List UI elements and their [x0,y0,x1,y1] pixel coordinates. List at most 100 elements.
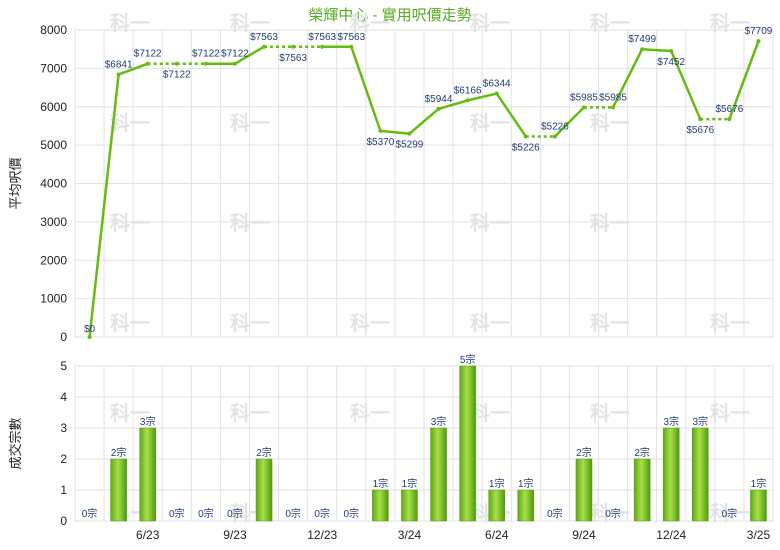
bar-y-tick-label: 3 [60,421,67,435]
line-point [262,44,267,49]
price-data-label: $7709 [745,26,773,37]
line-y-tick-label: 7000 [40,61,67,75]
line-segment [234,45,265,65]
bar-y-tick-label: 4 [60,390,67,404]
price-data-label: $5985 [599,92,627,103]
line-segment [495,92,527,138]
watermark: 科一 [590,211,630,235]
count-data-label: 1宗 [373,477,389,490]
count-data-label: 3宗 [431,415,447,428]
count-data-label: 0宗 [344,507,360,520]
x-tick-label: 12/24 [656,528,686,542]
count-data-label: 2宗 [634,446,650,459]
line-point [291,44,296,49]
x-tick-label: 3/25 [747,528,771,542]
watermark: 科一 [590,401,630,425]
line-point [581,105,586,110]
line-point [349,44,354,49]
x-tick-label: 9/23 [223,528,247,542]
price-data-label: $7563 [308,32,336,43]
count-bar [488,489,505,522]
count-data-label: 0宗 [605,507,621,520]
x-tick-label: 9/24 [572,528,596,542]
price-data-label: $7122 [221,49,249,60]
x-tick-label: 6/24 [485,528,509,542]
count-bar [459,365,476,522]
x-tick-label: 6/23 [136,528,160,542]
line-segment [467,92,497,102]
price-data-label: $5226 [512,142,540,153]
count-data-label: 0宗 [198,507,214,520]
line-point [756,39,761,44]
line-point [378,128,383,133]
watermark: 科一 [470,401,510,425]
count-data-label: 1宗 [751,477,767,490]
price-data-label: $5985 [570,92,598,103]
price-data-label: $7563 [279,53,307,64]
price-data-label: $5370 [366,137,394,148]
watermark: 科一 [110,11,150,35]
price-data-label: $7452 [657,57,685,68]
price-data-label: $5944 [425,94,453,105]
count-bar [633,458,651,522]
count-data-label: 0宗 [227,507,243,520]
watermark: 科一 [470,11,510,35]
count-data-label: 0宗 [82,507,98,520]
count-data-label: 0宗 [722,507,738,520]
line-point [640,47,645,52]
price-data-label: $7563 [250,32,278,43]
line-point [465,98,470,103]
line-y-tick-label: 3000 [40,215,67,229]
line-point [174,61,179,66]
line-y-tick-label: 0 [60,330,67,344]
watermark: 科一 [110,401,150,425]
bar-y-tick-label: 5 [60,359,67,373]
count-bar [401,489,418,522]
line-segment [438,99,468,111]
line-point [407,131,412,136]
line-point [145,61,150,66]
count-data-label: 1宗 [402,477,418,490]
line-point [611,105,616,110]
line-point [116,72,121,77]
line-point [552,134,557,139]
line-y-tick-label: 1000 [40,292,67,306]
line-segment [88,74,120,338]
line-y-tick-label: 5000 [40,138,67,152]
price-data-label: $6344 [483,79,511,90]
line-point [523,134,528,139]
count-data-label: 1宗 [518,477,534,490]
count-data-label: 2宗 [111,446,127,459]
count-data-label: 0宗 [169,507,185,520]
watermark: 科一 [470,311,510,335]
count-bar [692,427,709,522]
price-data-label: $5299 [396,140,424,151]
line-point [232,61,237,66]
count-data-label: 1宗 [489,477,505,490]
count-data-label: 3宗 [140,415,156,428]
count-data-label: 0宗 [314,507,330,520]
price-data-label: $6166 [454,85,482,96]
price-data-label: $5676 [715,104,743,115]
line-segment [118,62,149,76]
line-segment [728,40,760,120]
count-bar [662,427,680,522]
line-point [669,49,674,54]
chart-title: 榮輝中心 - 實用呎價走勢 [308,7,472,24]
line-segment [642,47,672,53]
count-data-label: 0宗 [547,507,563,520]
count-data-label: 5宗 [460,353,476,366]
count-bar [575,458,593,522]
price-data-label: $7563 [337,32,365,43]
bar-y-tick-label: 0 [60,514,67,528]
line-point [698,117,703,122]
count-data-label: 2宗 [576,446,592,459]
line-segment [611,48,644,108]
watermark: 科一 [710,11,750,35]
line-segment [553,106,585,138]
watermark: 科一 [590,11,630,35]
count-bar [430,427,447,522]
price-data-label: $5226 [541,121,569,132]
line-segment [408,107,440,135]
line-segment [670,50,702,120]
